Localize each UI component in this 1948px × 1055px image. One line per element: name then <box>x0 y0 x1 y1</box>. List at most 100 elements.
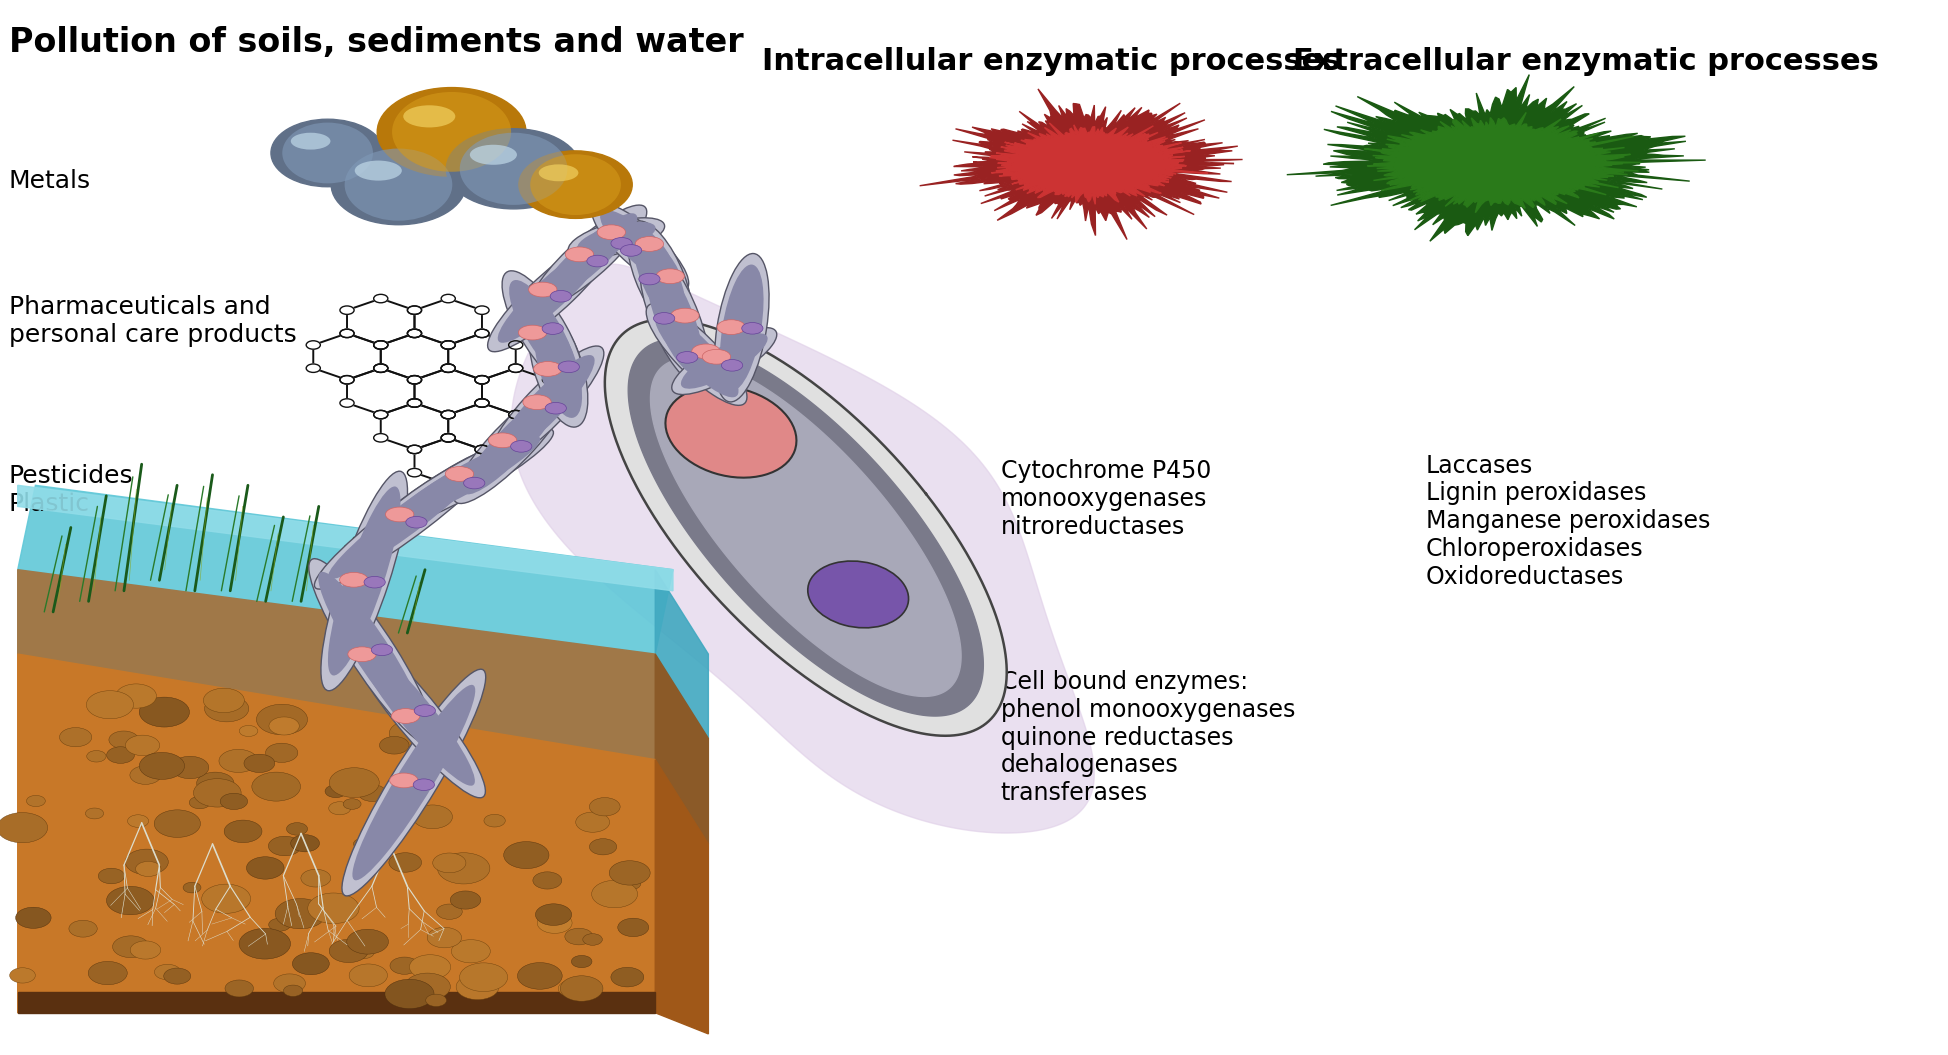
Circle shape <box>220 793 247 809</box>
Circle shape <box>131 941 160 959</box>
Polygon shape <box>18 485 672 654</box>
Ellipse shape <box>721 360 742 371</box>
Text: Cell bound enzymes:
phenol monooxygenases
quinone reductases
dehalogenases
trans: Cell bound enzymes: phenol monooxygenase… <box>999 670 1293 805</box>
Circle shape <box>339 376 355 384</box>
Circle shape <box>407 329 421 338</box>
Ellipse shape <box>557 361 579 372</box>
Circle shape <box>475 329 489 338</box>
Circle shape <box>325 785 347 798</box>
Circle shape <box>475 399 489 407</box>
Circle shape <box>164 968 191 984</box>
Circle shape <box>440 341 456 349</box>
Circle shape <box>460 963 506 992</box>
Ellipse shape <box>639 273 660 285</box>
Circle shape <box>351 945 374 959</box>
Ellipse shape <box>415 705 434 716</box>
Polygon shape <box>18 992 655 1013</box>
Circle shape <box>339 329 355 338</box>
Ellipse shape <box>719 265 764 391</box>
Ellipse shape <box>460 133 567 205</box>
Circle shape <box>88 750 105 762</box>
Circle shape <box>407 306 421 314</box>
Ellipse shape <box>380 428 553 529</box>
Ellipse shape <box>538 165 579 181</box>
Circle shape <box>582 934 602 945</box>
Circle shape <box>136 861 162 877</box>
Circle shape <box>347 929 388 954</box>
Ellipse shape <box>534 318 582 418</box>
Circle shape <box>358 785 386 802</box>
Circle shape <box>374 410 388 419</box>
Circle shape <box>508 410 522 419</box>
Circle shape <box>374 364 388 372</box>
Circle shape <box>339 306 355 314</box>
Circle shape <box>565 928 592 945</box>
Polygon shape <box>919 89 1243 239</box>
Circle shape <box>115 684 156 708</box>
Ellipse shape <box>680 333 768 388</box>
Circle shape <box>407 306 421 314</box>
Ellipse shape <box>549 290 571 302</box>
Circle shape <box>125 849 168 875</box>
Circle shape <box>407 376 421 384</box>
Ellipse shape <box>635 236 662 251</box>
Ellipse shape <box>806 561 908 628</box>
Text: Laccases
Lignin peroxidases
Manganese peroxidases
Chloroperoxidases
Oxidoreducta: Laccases Lignin peroxidases Manganese pe… <box>1424 454 1708 589</box>
Ellipse shape <box>530 154 621 215</box>
Circle shape <box>483 814 505 827</box>
Circle shape <box>97 868 125 884</box>
Circle shape <box>450 890 481 909</box>
Ellipse shape <box>676 351 697 363</box>
Ellipse shape <box>639 249 709 385</box>
Circle shape <box>557 980 586 997</box>
Circle shape <box>343 799 360 809</box>
Circle shape <box>138 752 185 780</box>
Ellipse shape <box>489 433 516 447</box>
Circle shape <box>547 908 565 919</box>
Circle shape <box>475 329 489 338</box>
Ellipse shape <box>469 145 516 165</box>
Polygon shape <box>655 570 707 738</box>
Ellipse shape <box>390 773 417 788</box>
Circle shape <box>86 808 103 819</box>
Circle shape <box>405 973 450 1000</box>
Circle shape <box>127 814 148 827</box>
Circle shape <box>440 364 456 372</box>
Circle shape <box>0 812 47 843</box>
Circle shape <box>68 920 97 937</box>
Circle shape <box>618 918 649 937</box>
Circle shape <box>407 399 421 407</box>
Ellipse shape <box>314 447 501 589</box>
Circle shape <box>588 839 616 855</box>
Circle shape <box>300 869 331 887</box>
Polygon shape <box>651 359 960 696</box>
Circle shape <box>107 747 134 764</box>
Ellipse shape <box>318 572 425 732</box>
Ellipse shape <box>403 106 456 128</box>
Ellipse shape <box>327 458 487 579</box>
Ellipse shape <box>341 669 485 896</box>
Ellipse shape <box>610 237 631 249</box>
Ellipse shape <box>345 149 452 220</box>
Ellipse shape <box>464 477 485 488</box>
Polygon shape <box>655 760 707 1034</box>
Circle shape <box>542 376 557 384</box>
Ellipse shape <box>454 383 571 503</box>
Circle shape <box>339 329 355 338</box>
Circle shape <box>440 364 456 372</box>
Text: Extracellular enzymatic processes: Extracellular enzymatic processes <box>1292 47 1878 76</box>
Ellipse shape <box>462 392 561 495</box>
Circle shape <box>588 798 619 816</box>
Circle shape <box>374 364 388 372</box>
Ellipse shape <box>565 247 594 262</box>
Circle shape <box>475 468 489 477</box>
Circle shape <box>224 820 261 843</box>
Circle shape <box>380 736 409 754</box>
Ellipse shape <box>413 779 434 790</box>
Ellipse shape <box>290 133 331 150</box>
Circle shape <box>503 842 549 868</box>
Circle shape <box>368 832 386 843</box>
Circle shape <box>407 445 421 454</box>
Circle shape <box>508 364 522 372</box>
Circle shape <box>197 772 234 794</box>
